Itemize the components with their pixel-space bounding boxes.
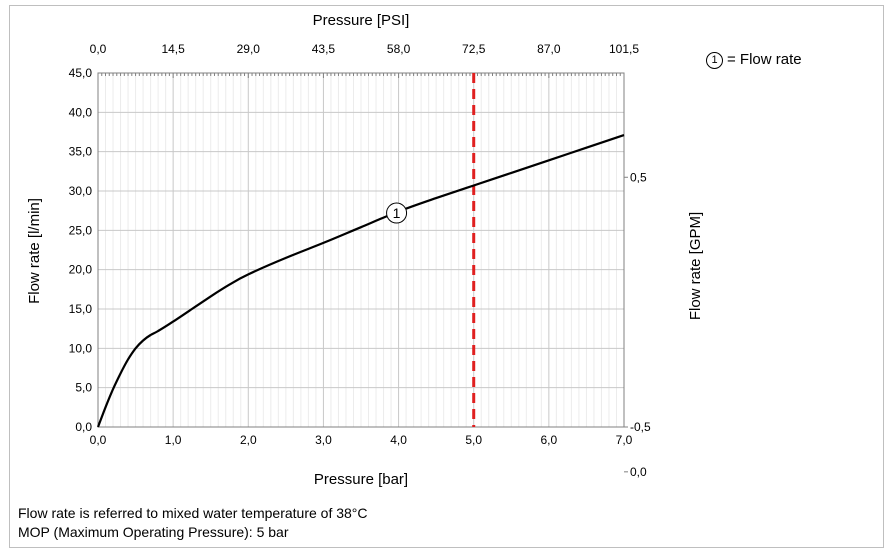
y-left-tick-label: 45,0 — [69, 66, 93, 80]
x-top-tick-label: 0,0 — [90, 42, 107, 56]
legend-marker: 1 — [706, 52, 723, 69]
y-left-tick-label: 0,0 — [75, 420, 92, 434]
x-bottom-tick-label: 5,0 — [465, 433, 482, 447]
x-top-tick-label: 29,0 — [237, 42, 261, 56]
x-bottom-tick-label: 2,0 — [240, 433, 257, 447]
y-left-tick-label: 25,0 — [69, 223, 93, 237]
y-left-tick-label: 30,0 — [69, 184, 93, 198]
y-left-tick-label: 15,0 — [69, 302, 93, 316]
tick-labels: 0,0 1,0 2,0 3,0 4,0 5,0 6,0 7,0 0,0 14,5 29,0 43,5 5… — [69, 42, 651, 479]
x-bottom-tick-label: 1,0 — [165, 433, 182, 447]
x-bottom-tick-label: 4,0 — [390, 433, 407, 447]
axes — [97, 72, 628, 473]
y-left-tick-label: 5,0 — [75, 381, 92, 395]
y-left-tick-label: 40,0 — [69, 105, 93, 119]
x-top-tick-label: 72,5 — [462, 42, 486, 56]
flow-rate-line — [96, 134, 625, 428]
x-top-tick-label: 14,5 — [161, 42, 185, 56]
y-right-tick-label: -0,5 — [630, 420, 651, 434]
series-marker-circle — [386, 202, 408, 224]
x-bottom-tick-label: 3,0 — [315, 433, 332, 447]
x-top-tick-label: 87,0 — [537, 42, 561, 56]
y-right-axis-title: Flow rate [GPM] — [687, 212, 704, 320]
y-left-axis-title: Flow rate [l/min] — [26, 198, 43, 304]
legend: 1 = Flow rate — [706, 51, 802, 69]
y-right-tick-label: 0,5 — [630, 170, 647, 184]
x-bottom-tick-label: 7,0 — [616, 433, 633, 447]
x-bottom-tick-label: 0,0 — [90, 433, 107, 447]
note-temperature: Flow rate is referred to mixed water tem… — [18, 505, 368, 521]
grid — [97, 72, 625, 428]
x-bottom-tick-label: 6,0 — [541, 433, 558, 447]
y-left-tick-label: 35,0 — [69, 145, 93, 159]
y-left-tick-label: 20,0 — [69, 263, 93, 277]
y-right-tick-label: 0,0 — [630, 465, 647, 479]
x-top-tick-label: 43,5 — [312, 42, 336, 56]
x-top-tick-label: 101,5 — [609, 42, 639, 56]
series: 1 — [96, 73, 625, 428]
legend-label: = Flow rate — [727, 51, 802, 68]
y-left-tick-label: 10,0 — [69, 341, 93, 355]
x-top-tick-label: 58,0 — [387, 42, 411, 56]
x-top-axis-title: Pressure [PSI] — [313, 12, 410, 29]
x-bottom-axis-title: Pressure [bar] — [314, 471, 408, 488]
note-mop: MOP (Maximum Operating Pressure): 5 bar — [18, 524, 289, 540]
series-marker-label: 1 — [393, 205, 401, 221]
chart-frame — [9, 5, 884, 548]
